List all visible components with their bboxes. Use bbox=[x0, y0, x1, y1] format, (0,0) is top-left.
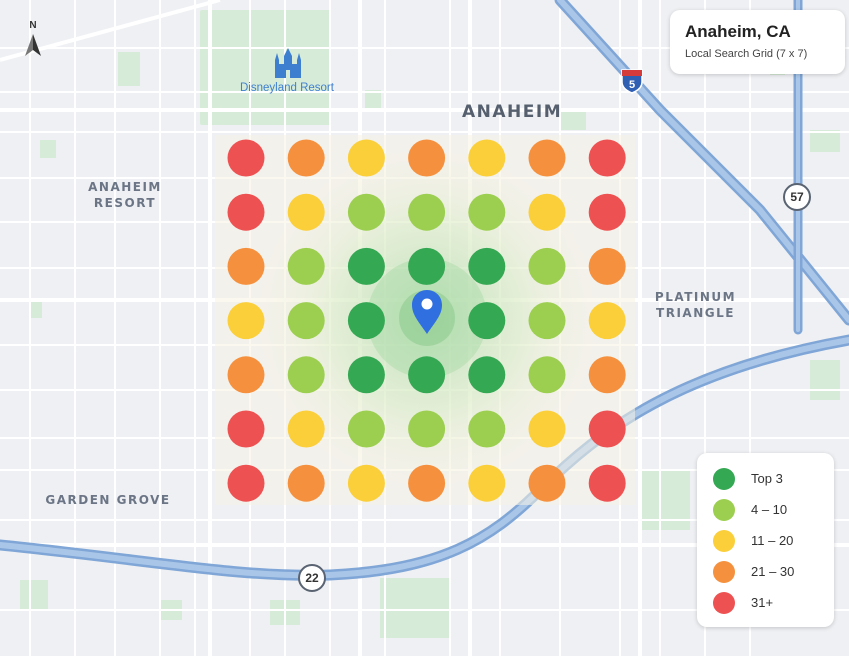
area-label-line: ANAHEIM bbox=[88, 180, 162, 194]
grid-point-r1-c3[interactable] bbox=[347, 139, 385, 177]
grid-point-r5-c2[interactable] bbox=[287, 356, 325, 394]
grid-point-r6-c6[interactable] bbox=[528, 410, 566, 448]
area-label-platinum-triangle: PLATINUM TRIANGLE bbox=[648, 289, 743, 321]
grid-point-r6-c7[interactable] bbox=[588, 410, 626, 448]
grid-point-r2-c3[interactable] bbox=[347, 193, 385, 231]
grid-point-r4-c5[interactable] bbox=[468, 302, 506, 340]
grid-point-r1-c6[interactable] bbox=[528, 139, 566, 177]
route-22-shield: 22 bbox=[298, 564, 326, 592]
grid-point-r5-c4[interactable] bbox=[408, 356, 446, 394]
shield-number: 5 bbox=[628, 78, 636, 91]
legend-label: 11 – 20 bbox=[751, 533, 794, 548]
legend-swatch bbox=[713, 529, 735, 552]
grid-point-r3-c2[interactable] bbox=[287, 247, 325, 285]
grid-point-r3-c5[interactable] bbox=[468, 247, 506, 285]
grid-point-r4-c3[interactable] bbox=[347, 302, 385, 340]
grid-point-r1-c5[interactable] bbox=[468, 139, 506, 177]
grid-point-r5-c7[interactable] bbox=[588, 356, 626, 394]
grid-point-r3-c3[interactable] bbox=[347, 247, 385, 285]
grid-point-r1-c1[interactable] bbox=[227, 139, 265, 177]
legend-label: 4 – 10 bbox=[751, 502, 788, 517]
city-label-anaheim: ANAHEIM bbox=[462, 102, 563, 122]
location-pin-icon[interactable] bbox=[409, 288, 445, 336]
legend-swatch bbox=[713, 498, 735, 521]
grid-point-r6-c2[interactable] bbox=[287, 410, 325, 448]
grid-point-r7-c6[interactable] bbox=[528, 464, 566, 502]
grid-point-r6-c3[interactable] bbox=[347, 410, 385, 448]
interstate-5-shield: 5 bbox=[620, 68, 644, 94]
grid-point-r5-c5[interactable] bbox=[468, 356, 506, 394]
area-label-garden-grove: GARDEN GROVE bbox=[45, 493, 171, 507]
legend-swatch bbox=[713, 560, 735, 583]
map-title: Anaheim, CA bbox=[685, 22, 791, 41]
grid-point-r1-c7[interactable] bbox=[588, 139, 626, 177]
grid-point-r1-c4[interactable] bbox=[408, 139, 446, 177]
grid-point-r4-c1[interactable] bbox=[227, 302, 265, 340]
map-subtitle: Local Search Grid (7 x 7) bbox=[685, 48, 808, 60]
legend-item-4-10: 4 – 10 bbox=[713, 494, 818, 525]
legend-label: 31+ bbox=[751, 595, 774, 610]
grid-point-r6-c5[interactable] bbox=[468, 410, 506, 448]
grid-point-r2-c2[interactable] bbox=[287, 193, 325, 231]
compass[interactable]: N bbox=[22, 20, 44, 60]
legend-label: Top 3 bbox=[751, 471, 783, 486]
grid-point-r5-c6[interactable] bbox=[528, 356, 566, 394]
route-57-shield: 57 bbox=[783, 183, 811, 211]
grid-point-r2-c5[interactable] bbox=[468, 193, 506, 231]
legend-item-31-plus: 31+ bbox=[713, 587, 818, 618]
legend-item-21-30: 21 – 30 bbox=[713, 556, 818, 587]
grid-point-r3-c1[interactable] bbox=[227, 247, 265, 285]
grid-point-r5-c1[interactable] bbox=[227, 356, 265, 394]
grid-point-r2-c1[interactable] bbox=[227, 193, 265, 231]
grid-point-r6-c1[interactable] bbox=[227, 410, 265, 448]
area-label-line: PLATINUM bbox=[654, 290, 737, 304]
compass-north-label: N bbox=[29, 20, 37, 31]
grid-point-r5-c3[interactable] bbox=[347, 356, 385, 394]
grid-point-r7-c5[interactable] bbox=[468, 464, 506, 502]
area-label-anaheim-resort: ANAHEIM RESORT bbox=[80, 179, 170, 211]
north-arrow-icon bbox=[25, 34, 41, 56]
grid-point-r7-c7[interactable] bbox=[588, 464, 626, 502]
grid-point-r1-c2[interactable] bbox=[287, 139, 325, 177]
grid-point-r6-c4[interactable] bbox=[408, 410, 446, 448]
grid-point-r7-c4[interactable] bbox=[408, 464, 446, 502]
title-card: Anaheim, CA Local Search Grid (7 x 7) bbox=[670, 10, 845, 74]
grid-point-r4-c7[interactable] bbox=[588, 302, 626, 340]
area-label-line: RESORT bbox=[93, 196, 157, 210]
poi-disneyland-resort[interactable]: Disneyland Resort bbox=[240, 82, 334, 94]
legend-swatch bbox=[713, 591, 735, 614]
grid-point-r3-c6[interactable] bbox=[528, 247, 566, 285]
grid-point-r4-c2[interactable] bbox=[287, 302, 325, 340]
grid-point-r2-c6[interactable] bbox=[528, 193, 566, 231]
grid-point-r7-c2[interactable] bbox=[287, 464, 325, 502]
grid-point-r3-c4[interactable] bbox=[408, 247, 446, 285]
grid-point-r2-c7[interactable] bbox=[588, 193, 626, 231]
legend-item-11-20: 11 – 20 bbox=[713, 525, 818, 556]
grid-point-r2-c4[interactable] bbox=[408, 193, 446, 231]
grid-point-r7-c1[interactable] bbox=[227, 464, 265, 502]
grid-point-r4-c6[interactable] bbox=[528, 302, 566, 340]
rank-legend: Top 3 4 – 10 11 – 20 21 – 30 31+ bbox=[697, 453, 834, 627]
legend-swatch bbox=[713, 467, 735, 490]
legend-label: 21 – 30 bbox=[751, 564, 795, 579]
interstate-shield-icon bbox=[621, 69, 643, 94]
area-label-line: TRIANGLE bbox=[656, 306, 735, 320]
castle-icon bbox=[275, 48, 301, 78]
legend-item-top3: Top 3 bbox=[713, 463, 818, 494]
grid-point-r3-c7[interactable] bbox=[588, 247, 626, 285]
grid-point-r7-c3[interactable] bbox=[347, 464, 385, 502]
